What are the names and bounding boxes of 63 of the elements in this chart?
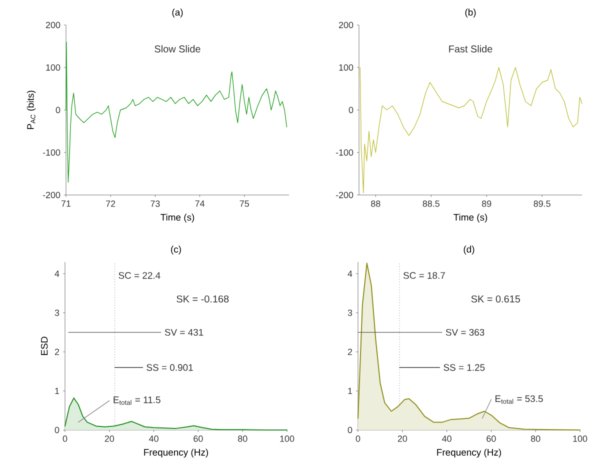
y-tick-label: 100 [339,64,354,71]
annotation: SK = 0.615 [471,295,520,302]
x-tick-label: 74 [195,200,205,207]
x-tick-label: 88 [371,200,380,207]
series-label: SS = 1.25 [444,364,485,371]
x-tick-label: 88.5 [422,200,440,207]
y-tick-label: -100 [42,149,60,156]
y-tick-label: 200 [46,22,60,28]
y-tick-label: 1 [55,388,60,394]
y-tick-label: 3 [348,310,352,316]
y-tick-label: -200 [336,192,354,198]
y-tick-label: 2 [348,348,352,355]
y-tick-label: -200 [42,192,60,198]
x-tick-label: 20 [104,436,114,442]
x-axis-title: Frequency (Hz) [144,448,208,458]
y-tick-label: 3 [54,310,60,316]
y-tick-label: 0 [348,426,352,434]
chart-title: (c) [171,246,181,254]
x-tick-label: 71 [61,200,71,207]
series-label: SV = 363 [446,328,484,336]
x-tick-label: 73 [150,200,160,207]
x-axis-title: Frequency (Hz) [437,448,502,458]
x-tick-label: 0 [62,436,68,442]
y-tick-label: 0 [56,106,60,114]
chart-title: (b) [465,8,476,18]
y-tick-label: 0 [54,426,60,434]
series-label: SS = 0.901 [146,364,193,371]
chart-title: (d) [464,246,474,254]
x-tick-label: 89 [482,200,492,207]
x-tick-label: 40 [149,436,158,442]
y-tick-label: 200 [338,22,354,28]
ref-line-label: SC = 18.7 [403,272,445,279]
y-tick-label: -100 [336,149,354,156]
x-tick-label: 0 [356,436,360,442]
x-tick-label: 40 [442,436,452,442]
x-tick-label: 80 [531,436,540,442]
x-tick-label: 80 [238,436,248,442]
series-label: E$_{total}$ = 11.5 [114,396,160,405]
ref-line-label: SC = 22.4 [118,272,160,279]
y-axis-title: ESD [40,336,48,355]
annotation: Fast Slide [449,45,492,52]
x-tick-label: 100 [573,436,588,442]
annotation: Slow Slide [154,45,200,52]
x-tick-label: 75 [240,200,250,207]
y-tick-label: 4 [348,270,352,277]
series-label: SV = 431 [164,328,204,336]
x-tick-label: 60 [194,436,203,442]
x-tick-label: 60 [486,436,496,442]
annotation: SK = -0.168 [176,295,229,302]
x-tick-label: 100 [280,436,294,442]
y-tick-label: 4 [54,270,60,277]
x-axis-title: Time (s) [160,214,194,223]
x-tick-label: 20 [398,436,408,442]
x-axis-title: Time (s) [454,214,488,223]
x-tick-label: 72 [106,200,116,207]
x-tick-label: 89.5 [534,200,550,207]
chart-title: (a) [172,8,183,18]
series-label: E$_{total}$ = 53.5 [496,395,543,404]
y-tick-label: 0 [348,106,354,114]
y-tick-label: 100 [46,64,60,71]
y-tick-label: 1 [348,388,352,394]
y-axis-title: P$_{AC}$ (bits) [26,90,36,130]
y-tick-label: 2 [54,348,60,355]
